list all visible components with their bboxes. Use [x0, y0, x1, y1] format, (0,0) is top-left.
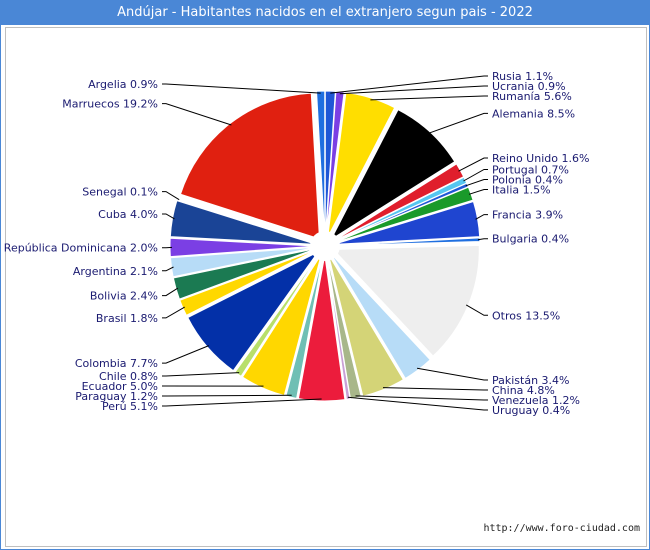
leader-line-senegal — [162, 191, 180, 201]
label-venezuela: Venezuela 1.2% — [492, 394, 580, 407]
label-rusia: Rusia 1.1% — [492, 70, 553, 83]
slice-cuba — [169, 200, 317, 245]
label-bulgaria: Bulgaria 0.4% — [492, 233, 569, 246]
leader-line-polonia — [465, 179, 488, 187]
leader-line-china — [382, 387, 488, 391]
slices-group — [169, 90, 481, 402]
label-china: China 4.8% — [492, 384, 555, 397]
slice-argentina — [169, 246, 317, 278]
label-republica-dominicana: República Dominicana 2.0% — [4, 242, 158, 255]
source-text: http://www.foro-ciudad.com — [483, 523, 640, 534]
slice-chile — [234, 253, 321, 378]
label-polonia: Polonia 0.4% — [492, 174, 563, 187]
slice-colombia — [187, 251, 319, 372]
leader-lines-group — [162, 75, 488, 411]
slice-uruguay — [325, 254, 351, 401]
label-argelia: Argelia 0.9% — [88, 78, 158, 91]
slice-francia — [333, 200, 481, 245]
leader-line-bulgaria — [477, 238, 488, 241]
leader-line-argentina — [162, 266, 174, 272]
label-brasil: Brasil 1.8% — [96, 312, 158, 325]
label-cuba: Cuba 4.0% — [98, 208, 158, 221]
label-alemania: Alemania 8.5% — [492, 107, 575, 120]
slice-argelia — [315, 90, 326, 238]
slice-rusia — [324, 90, 336, 238]
label-senegal: Senegal 0.1% — [82, 186, 158, 199]
label-argentina: Argentina 2.1% — [73, 265, 158, 278]
leader-line-venezuela — [355, 395, 488, 401]
label-ucrania: Ucrania 0.9% — [492, 80, 566, 93]
slice-pakistan — [329, 252, 431, 380]
label-uruguay: Uruguay 0.4% — [492, 404, 570, 417]
label-paraguay: Paraguay 1.2% — [75, 390, 158, 403]
label-marruecos: Marruecos 19.2% — [62, 98, 158, 111]
label-portugal: Portugal 0.7% — [492, 164, 569, 177]
label-peru: Perú 5.1% — [102, 400, 158, 413]
leader-line-otros — [465, 304, 488, 316]
leader-line-argelia — [162, 83, 321, 94]
leader-line-pakistan — [417, 367, 488, 381]
leader-line-peru — [162, 398, 322, 407]
leader-line-reino-unido — [458, 157, 488, 172]
label-colombia: Colombia 7.7% — [75, 357, 158, 370]
label-rumania: Rumanía 5.6% — [492, 90, 572, 103]
chart-title: Andújar - Habitantes nacidos en el extra… — [1, 1, 649, 25]
leader-line-brasil — [162, 306, 185, 319]
leader-line-italia — [468, 189, 488, 195]
label-italia: Italia 1.5% — [492, 184, 551, 197]
label-francia: Francia 3.9% — [492, 209, 563, 222]
label-reino-unido: Reino Unido 1.6% — [492, 152, 589, 165]
leader-line-francia — [475, 214, 488, 220]
slice-rumania — [327, 91, 396, 238]
leader-line-colombia — [162, 345, 209, 364]
leader-line-chile — [162, 372, 240, 377]
leader-line-rumania — [370, 95, 488, 101]
label-chile: Chile 0.8% — [99, 370, 158, 383]
leader-line-bolivia — [162, 287, 179, 297]
leader-line-cuba — [162, 213, 175, 220]
slice-bolivia — [172, 247, 317, 300]
leader-line-rusia — [330, 75, 488, 94]
slice-paraguay — [285, 254, 324, 399]
labels-group: Rusia 1.1%Ucrania 0.9%Rumanía 5.6% Aleman… — [4, 70, 590, 417]
label-bolivia: Bolivia 2.4% — [90, 290, 158, 303]
leader-line-paraguay — [162, 394, 292, 397]
label-ecuador: Ecuador 5.0% — [82, 380, 158, 393]
label-otros: Otros 13.5% — [492, 309, 560, 322]
leader-line-marruecos — [162, 103, 232, 126]
slice-alemania — [329, 108, 456, 241]
pie-center — [310, 231, 340, 261]
label-pakistan: Pakistán 3.4% — [492, 374, 570, 387]
leader-line-uruguay — [347, 396, 488, 411]
leader-line-portugal — [463, 169, 488, 182]
leader-line-alemania — [428, 112, 488, 134]
slice-peru — [297, 254, 346, 402]
leader-line-ucrania — [339, 85, 488, 95]
slice-marruecos — [179, 92, 321, 240]
